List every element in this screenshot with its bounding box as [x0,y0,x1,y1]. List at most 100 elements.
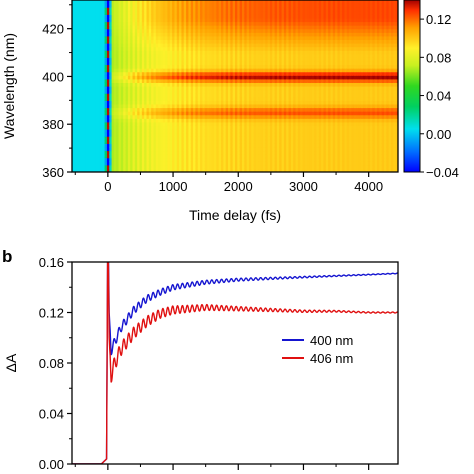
heatmap-cell [92,35,96,41]
heatmap-cell [311,107,315,112]
heatmap-cell [223,143,227,148]
heatmap-cell [290,157,294,162]
heatmap-cell [155,136,159,141]
heatmap-cell [241,168,245,172]
heatmap-cell [95,64,99,69]
heatmap-cell [272,168,276,172]
heatmap-cell [202,164,206,170]
heatmap-cell [200,0,203,5]
heatmap-cell [111,86,115,91]
heatmap-cell [90,35,94,41]
heatmap-cell [195,53,199,58]
heatmap-cell [176,43,180,48]
heatmap-cell [207,161,210,166]
heatmap-cell [267,57,271,62]
heatmap-cell [195,114,199,119]
heatmap-cell [267,139,271,144]
heatmap-cell [186,35,190,41]
heatmap-cell [251,10,255,15]
heatmap-cell [120,86,124,91]
heatmap-cell [267,64,271,69]
heatmap-cell [274,53,278,58]
heatmap-cell [118,43,122,48]
heatmap-cell [134,25,138,30]
heatmap-cell [160,93,164,98]
heatmap-cell [311,100,315,105]
heatmap-cell [160,125,164,130]
heatmap-cell [202,157,206,162]
heatmap-cell [83,82,87,87]
heatmap-cell [260,32,264,37]
heatmap-cell [248,164,252,170]
heatmap-cell [111,82,115,87]
heatmap-cell [190,46,194,51]
heatmap-cell [195,139,199,144]
heatmap-cell [244,32,248,37]
heatmap-cell [272,121,276,127]
heatmap-cell [276,46,280,51]
heatmap-cell [72,161,75,166]
heatmap-cell [309,118,313,123]
heatmap-cell [200,32,203,37]
heatmap-cell [246,143,250,148]
heatmap-cell [251,25,255,30]
heatmap-cell [132,17,136,23]
heatmap-cell [179,111,183,116]
heatmap-cell [186,10,190,15]
heatmap-cell [269,161,273,166]
heatmap-cell [74,150,78,155]
heatmap-cell [78,132,82,137]
heatmap-cell [165,118,169,123]
heatmap-cell [97,96,101,101]
heatmap-cell [172,118,176,123]
heatmap-cell [204,53,208,58]
heatmap-cell [223,136,227,141]
heatmap-cell [120,53,124,58]
heatmap-cell [155,7,159,12]
heatmap-cell [258,136,262,141]
heatmap-cell [190,32,194,37]
heatmap-cell [76,86,80,91]
heatmap-cell [165,57,169,62]
heatmap-cell [290,86,294,91]
heatmap-cell [279,161,283,166]
heatmap-cell [290,3,294,8]
heatmap-cell [123,150,127,155]
heatmap-cell [279,103,283,109]
heatmap-cell [293,111,297,116]
heatmap-cell [193,103,197,109]
heatmap-cell [183,68,187,73]
heatmap-cell [97,111,101,116]
heatmap-cell [160,168,164,172]
heatmap-cell [130,129,134,134]
heatmap-cell [151,60,155,66]
heatmap-cell [158,150,162,155]
heatmap-cell [200,68,203,73]
heatmap-cell [76,139,80,144]
heatmap-cell [235,132,238,137]
heatmap-cell [307,3,311,8]
heatmap-cell [148,7,152,12]
heatmap-cell [241,14,245,19]
heatmap-cell [137,7,141,12]
heatmap-cell [90,17,94,23]
heatmap-cell [181,57,185,62]
heatmap-cell [141,93,145,98]
heatmap-cell [297,82,301,87]
heatmap-cell [83,50,87,55]
heatmap-cell [176,150,180,155]
heatmap-cell [237,32,241,37]
heatmap-cell [148,139,152,144]
heatmap-cell [204,43,208,48]
heatmap-cell [260,96,264,101]
heatmap-cell [83,60,87,66]
heatmap-cell [248,132,252,137]
heatmap-cell [279,3,283,8]
heatmap-cell [307,103,311,109]
heatmap-cell [186,136,190,141]
heatmap-cell [207,100,210,105]
heatmap-cell [146,60,150,66]
heatmap-cell [118,39,122,44]
heatmap-cell [248,146,252,152]
heatmap-cell [309,0,313,5]
